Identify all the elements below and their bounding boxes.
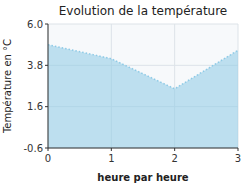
y-label: Température en °C	[2, 39, 13, 134]
title: Evolution de la température	[59, 4, 228, 18]
tick-mark	[45, 106, 48, 107]
tick-label: 1.6	[27, 101, 43, 112]
tick-label: 3.8	[27, 60, 43, 71]
plot-area	[48, 24, 238, 148]
series	[48, 45, 238, 148]
tick-label: 0	[45, 153, 51, 164]
line	[48, 45, 238, 89]
tick-label: -0.6	[23, 143, 43, 154]
grid-line	[48, 24, 49, 148]
chart: -0.6 1.6 3.8 6.0 0 1 2 3 Evolution de la tempéra…	[0, 0, 250, 188]
grid	[48, 24, 238, 148]
tick-label: 2	[171, 153, 177, 164]
area	[48, 45, 238, 148]
tick-mark	[48, 148, 49, 151]
y-axis	[48, 24, 49, 148]
tick-label: 1	[108, 153, 114, 164]
grid-line	[48, 24, 238, 25]
grid-line	[48, 148, 238, 149]
tick-mark	[45, 65, 48, 66]
tick-label: 3	[235, 153, 241, 164]
x-axis	[48, 148, 238, 149]
x-label: heure par heure	[97, 172, 188, 183]
tick-label: 6.0	[27, 19, 43, 30]
tick-mark	[111, 148, 112, 151]
tick-mark	[238, 148, 239, 151]
tick-mark	[45, 24, 48, 25]
tick-mark	[174, 148, 175, 151]
